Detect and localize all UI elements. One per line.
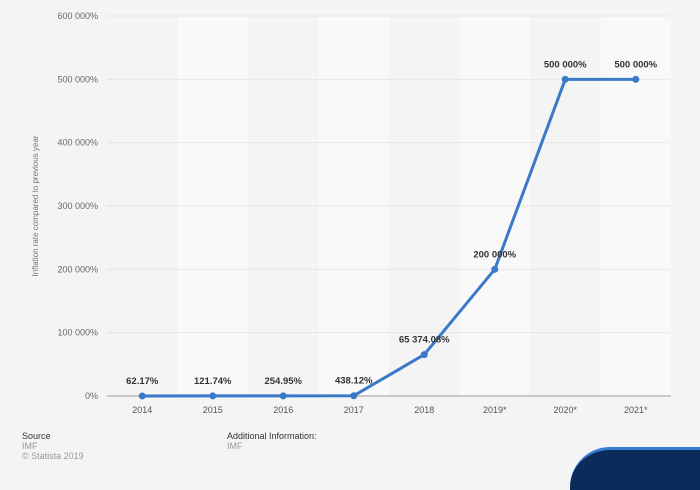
copyright: © Statista 2019: [22, 451, 84, 461]
source-value: IMF: [22, 441, 38, 451]
data-point: [632, 75, 640, 83]
y-axis-label: Inflation rate compared to previous year: [31, 135, 40, 276]
data-label: 62.17%: [126, 376, 159, 387]
data-point: [279, 392, 287, 400]
x-tick-label: 2021*: [624, 405, 648, 415]
series-line: [142, 77, 636, 398]
data-label: 65 374.08%: [399, 335, 450, 346]
data-label: 500 000%: [614, 59, 657, 70]
x-tick-label: 2014: [132, 405, 152, 415]
data-label: 438.12%: [335, 376, 373, 387]
y-tick-label: 200 000%: [57, 264, 98, 274]
x-tick-label: 2020*: [553, 405, 577, 415]
additional-info-label: Additional Information:: [227, 431, 317, 441]
additional-info-block: Additional Information: IMF: [227, 431, 317, 451]
data-point: [420, 351, 428, 359]
data-label: 200 000%: [473, 249, 516, 260]
data-label: 500 000%: [544, 59, 587, 70]
additional-info-value: IMF: [227, 441, 243, 451]
data-point: [138, 392, 146, 400]
source-label: Source: [22, 431, 51, 441]
x-tick-label: 2018: [414, 405, 434, 415]
y-tick-label: 500 000%: [57, 74, 98, 84]
y-tick-label: 600 000%: [57, 11, 98, 21]
x-tick-label: 2015: [203, 405, 223, 415]
line-chart: 0% 100 000% 200 000% 300 000% 400 000% 500 00…: [31, 11, 671, 415]
data-label: 121.74%: [194, 376, 232, 387]
data-point: [561, 75, 569, 83]
source-block: Source IMF © Statista 2019: [22, 431, 84, 461]
data-point: [209, 392, 217, 400]
y-tick-label: 0%: [85, 391, 98, 401]
data-label: 254.95%: [264, 376, 302, 387]
statista-logo-badge: [570, 447, 700, 490]
y-tick-label: 100 000%: [57, 328, 98, 338]
y-tick-label: 400 000%: [57, 138, 98, 148]
data-point: [350, 392, 358, 400]
x-tick-label: 2019*: [483, 405, 507, 415]
data-point: [491, 265, 499, 273]
x-tick-label: 2016: [273, 405, 293, 415]
y-tick-label: 300 000%: [57, 201, 98, 211]
x-tick-label: 2017: [344, 405, 364, 415]
